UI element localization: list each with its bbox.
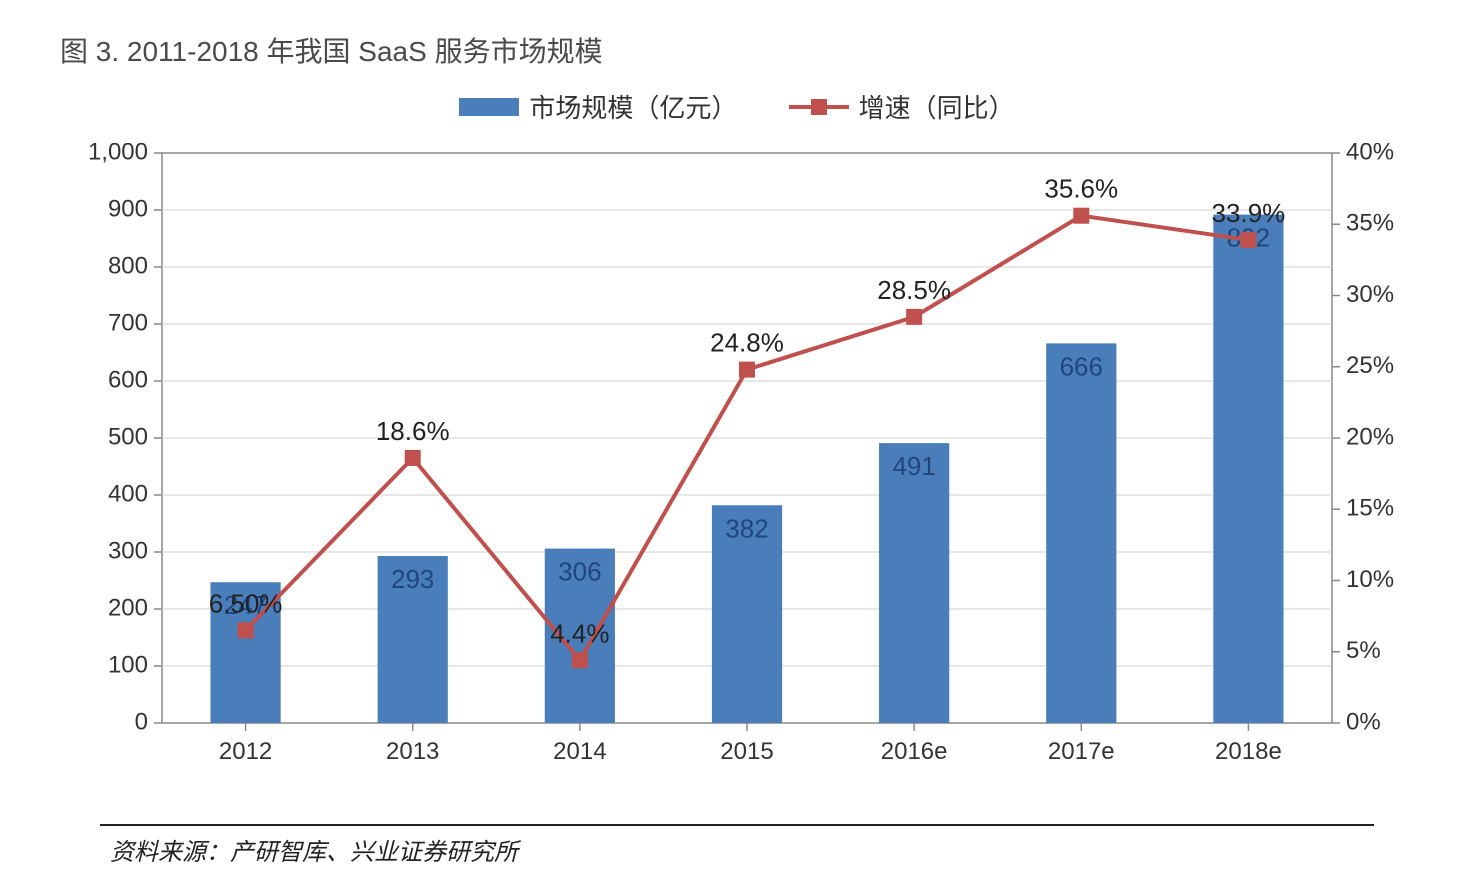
line-marker <box>1240 232 1256 248</box>
line-marker <box>739 362 755 378</box>
y-left-tick-label: 700 <box>108 309 148 336</box>
legend: 市场规模（亿元） 增速（同比） <box>60 88 1414 125</box>
bar <box>1213 215 1283 723</box>
y-left-tick-label: 400 <box>108 480 148 507</box>
bar-value-label: 293 <box>391 564 434 594</box>
legend-item-line: 增速（同比） <box>789 88 1015 125</box>
line-value-label: 24.8% <box>710 328 784 358</box>
line-marker <box>238 622 254 638</box>
bar-value-label: 306 <box>558 557 601 587</box>
y-right-tick-label: 0% <box>1346 708 1381 735</box>
x-tick-label: 2013 <box>386 738 439 765</box>
y-left-tick-label: 300 <box>108 537 148 564</box>
x-tick-label: 2017e <box>1048 738 1115 765</box>
chart-svg: 0 100 200 300 400 500 600 700 800 900 1,000 0% 5% 10%… <box>62 143 1412 803</box>
y-left-tick-label: 100 <box>108 651 148 678</box>
bar <box>879 443 949 723</box>
y-left-tick-label: 900 <box>108 195 148 222</box>
legend-bar-swatch <box>459 98 519 116</box>
y-left-tick-label: 0 <box>135 708 148 735</box>
y-left-tick-label: 200 <box>108 594 148 621</box>
legend-line-swatch <box>789 98 849 116</box>
x-tick-label: 2014 <box>553 738 606 765</box>
page: 图 3. 2011-2018 年我国 SaaS 服务市场规模 市场规模（亿元） … <box>0 0 1474 888</box>
footer-divider <box>100 824 1374 826</box>
bar-value-label: 666 <box>1060 351 1103 381</box>
line-value-label: 6.50% <box>209 588 283 618</box>
legend-line-label: 增速（同比） <box>859 88 1015 125</box>
y-right-tick-label: 5% <box>1346 637 1381 664</box>
line-value-label: 28.5% <box>877 275 951 305</box>
bar <box>1046 343 1116 723</box>
line-marker <box>1073 208 1089 224</box>
bar-value-label: 382 <box>725 513 768 543</box>
line-value-label: 33.9% <box>1212 198 1286 228</box>
line-value-label: 4.4% <box>550 618 609 648</box>
x-tick-label: 2016e <box>881 738 948 765</box>
legend-item-bar: 市场规模（亿元） <box>459 88 737 125</box>
line-marker <box>572 652 588 668</box>
y-left-tick-label: 1,000 <box>88 143 148 165</box>
y-right-tick-label: 30% <box>1346 281 1394 308</box>
chart-container: 0 100 200 300 400 500 600 700 800 900 1,000 0% 5% 10%… <box>62 143 1412 808</box>
y-left-tick-label: 600 <box>108 366 148 393</box>
x-tick-label: 2018e <box>1215 738 1282 765</box>
figure-title: 图 3. 2011-2018 年我国 SaaS 服务市场规模 <box>60 30 1414 70</box>
legend-bar-label: 市场规模（亿元） <box>529 88 737 125</box>
y-left-tick-label: 800 <box>108 252 148 279</box>
line-value-label: 35.6% <box>1044 174 1118 204</box>
y-right-tick-label: 15% <box>1346 495 1394 522</box>
y-right-tick-label: 35% <box>1346 210 1394 237</box>
x-tick-label: 2012 <box>219 738 272 765</box>
x-tick-label: 2015 <box>720 738 773 765</box>
source-text: 资料来源：产研智库、兴业证券研究所 <box>110 832 1414 867</box>
y-right-tick-label: 40% <box>1346 143 1394 165</box>
line-marker <box>405 450 421 466</box>
bar-value-label: 491 <box>892 451 935 481</box>
line-marker <box>906 309 922 325</box>
y-left-tick-label: 500 <box>108 423 148 450</box>
line-value-label: 18.6% <box>376 416 450 446</box>
y-right-tick-label: 10% <box>1346 566 1394 593</box>
y-right-tick-label: 25% <box>1346 352 1394 379</box>
y-right-tick-label: 20% <box>1346 423 1394 450</box>
